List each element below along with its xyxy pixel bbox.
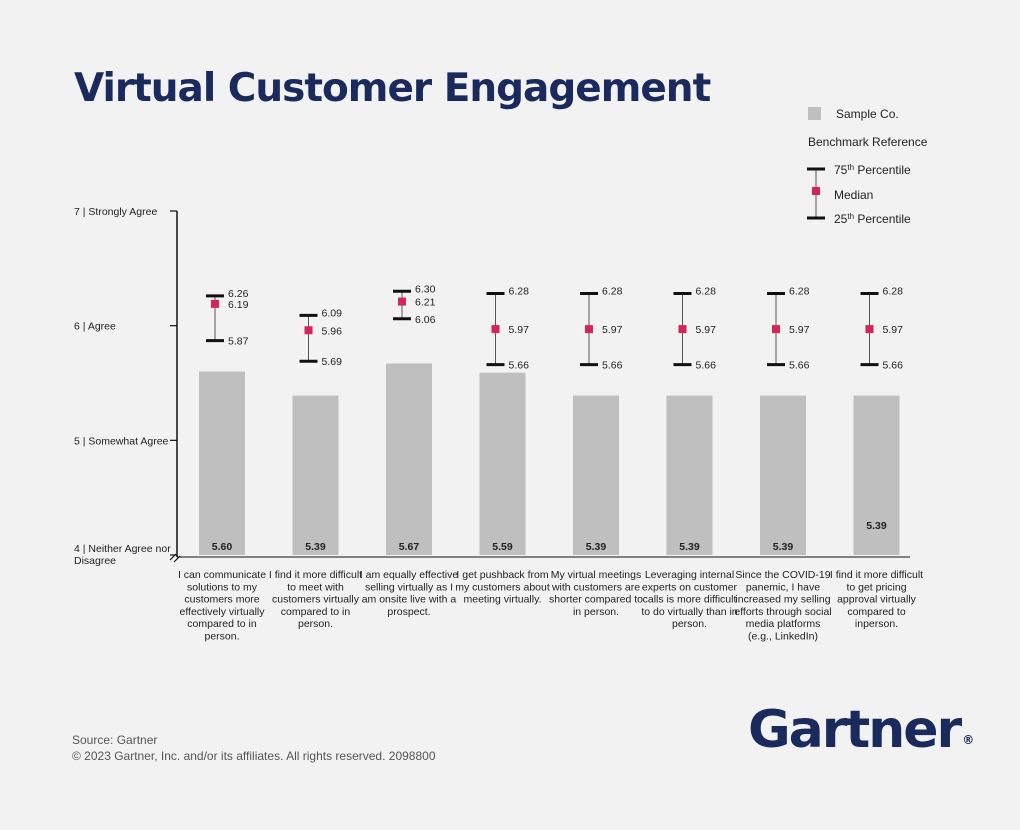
bar-value-label: 5.59 [492,541,513,553]
source-note: Source: Gartner © 2023 Gartner, Inc. and… [72,732,436,764]
p75-label: 6.28 [789,286,810,298]
bar-value-label: 5.39 [679,541,700,553]
category-label: I am equally effective selling virtually … [360,569,459,618]
p25-label: 5.66 [789,360,810,372]
bar [853,395,900,555]
median-marker [772,325,780,334]
median-marker [491,325,500,334]
gartner-logo: Gartner ® [748,700,975,760]
median-marker [865,325,874,334]
median-label: 5.97 [602,324,623,336]
median-label: 5.97 [696,324,717,336]
median-marker [585,325,593,334]
bar-value-label: 5.39 [305,541,326,553]
p25-label: 5.69 [322,356,343,368]
median-marker [304,326,313,335]
median-label: 5.97 [789,324,810,336]
category-label: I get pushback from my customers about mee… [455,569,550,606]
bar [760,395,806,555]
median-label: 6.21 [415,297,436,309]
bar [573,395,619,555]
category-label: My virtual meetings with customers are sho… [549,569,643,618]
median-marker [398,297,406,306]
p25-label: 5.66 [602,360,623,372]
median-label: 5.97 [883,324,904,336]
median-marker [211,299,219,308]
p75-label: 6.09 [322,307,343,319]
category-label: I can communicate solutions to my customer… [178,569,266,643]
p25-label: 5.87 [228,336,249,348]
category-label: Leveraging internal experts on customer ca… [641,569,737,630]
p75-label: 6.28 [696,286,717,298]
p75-label: 6.28 [883,286,904,298]
bar [666,395,713,555]
median-label: 5.96 [322,325,343,337]
page-title: Virtual Customer Engagement [74,66,711,111]
copyright-text: © 2023 Gartner, Inc. and/or its affiliat… [72,749,436,763]
median-marker [678,325,687,334]
category-labels: I can communicate solutions to my customer… [178,569,923,643]
p75-label: 6.30 [415,283,436,295]
legend-sample-label: Sample Co. [836,107,899,121]
p75-label: 6.28 [509,286,530,298]
bar-value-label: 5.39 [586,541,607,553]
category-label: Since the COVID-19 panemic, I have increas… [734,569,831,643]
bar [199,371,245,555]
p25-label: 6.06 [415,314,436,326]
median-label: 6.19 [228,299,249,311]
p75-label: 6.28 [602,286,623,298]
bar [386,363,432,555]
bars: 5.60 5.39 5.67 5.59 5.39 5.39 5.39 5.39 [199,363,900,555]
legend-benchmark-heading: Benchmark Reference [808,135,928,149]
legend-p75-label: 75th Percentile [834,163,911,178]
y-tick-label: 6 | Agree [74,321,116,333]
legend-p25-label: 25th Percentile [834,212,911,227]
legend-whisker-icon [807,167,825,220]
legend: Sample Co. Benchmark Reference 75th Perc… [807,107,928,226]
p25-label: 5.66 [696,360,717,372]
bar [479,372,526,555]
bar-value-label: 5.67 [399,541,420,553]
category-label: I find it more difficult to get pricing ap… [830,569,923,630]
legend-sample-swatch [808,107,821,120]
bar [292,395,339,555]
category-label: I find it more difficult to meet with cust… [269,569,362,630]
median-label: 5.97 [509,324,530,336]
p25-label: 5.66 [883,360,904,372]
axis: 7 | Strongly Agree 6 | Agree 5 | Somewhat … [74,206,910,567]
bar-value-label: 5.39 [866,520,887,532]
legend-median-label: Median [834,188,873,202]
bar-value-label: 5.39 [773,541,794,553]
benchmark-ranges: 6.266.19 5.87 6.09 5.96 5.69 6.30 6.21 6.06 6.28… [206,283,904,372]
p75-label: 6.26 [228,288,249,300]
p25-label: 5.66 [509,360,530,372]
y-tick-label: 4 | Neither Agree nor Disagree [74,543,171,567]
y-tick-label: 7 | Strongly Agree [74,206,157,218]
source-text: Source: Gartner [72,733,158,747]
y-tick-label: 5 | Somewhat Agree [74,435,169,447]
bar-value-label: 5.60 [212,541,233,553]
